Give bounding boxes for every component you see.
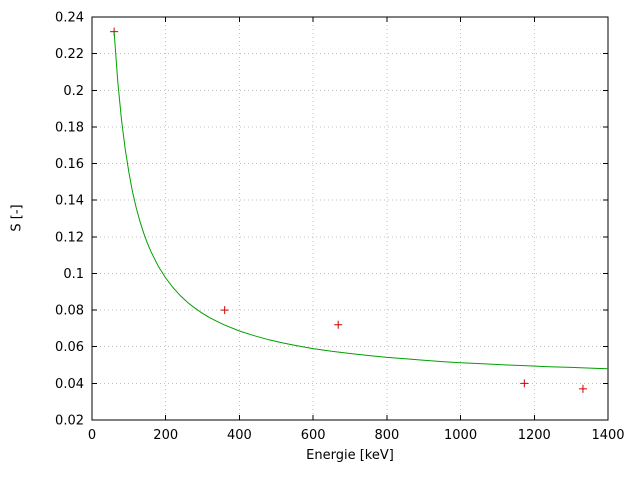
- x-tick-label: 1400: [591, 428, 624, 443]
- y-tick-label: 0.16: [55, 157, 84, 172]
- y-tick-label: 0.02: [55, 414, 84, 429]
- y-tick-label: 0.04: [55, 377, 84, 392]
- x-tick-label: 1000: [444, 428, 477, 443]
- x-tick-label: 400: [227, 428, 252, 443]
- fit-curve: [113, 31, 609, 370]
- y-tick-label: 0.12: [55, 230, 84, 245]
- x-tick-label: 200: [153, 428, 178, 443]
- y-axis-label: S [-]: [9, 204, 25, 232]
- x-tick-label: 800: [374, 428, 399, 443]
- x-tick-label: 0: [88, 428, 96, 443]
- y-tick-label: 0.08: [55, 304, 84, 319]
- y-tick-label: 0.22: [55, 47, 84, 62]
- x-tick-label: 1200: [518, 428, 551, 443]
- y-tick-label: 0.24: [55, 11, 84, 26]
- y-tick-label: 0.18: [55, 120, 84, 135]
- y-tick-label: 0.14: [55, 194, 84, 209]
- x-tick-label: 600: [301, 428, 326, 443]
- y-tick-label: 0.06: [55, 340, 84, 355]
- y-tick-label: 0.1: [63, 267, 84, 282]
- plot-border: [91, 16, 609, 421]
- y-tick-label: 0.2: [63, 84, 84, 99]
- x-axis-label: Energie [keV]: [306, 448, 394, 463]
